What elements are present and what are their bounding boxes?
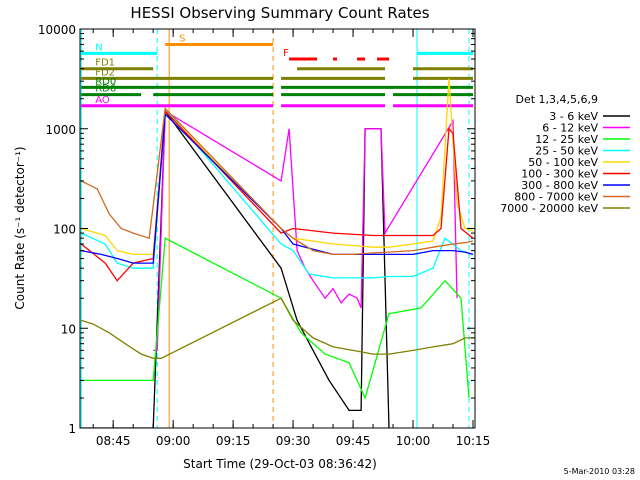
flag-label-fd2: FD2	[95, 67, 115, 78]
legend-label-0: 3 - 6 keV	[549, 110, 598, 123]
flag-label-n: N	[95, 42, 102, 53]
series-line-6	[81, 112, 474, 264]
x-tick-label-6: 10:15	[456, 434, 491, 448]
series-line-4	[81, 78, 474, 256]
legend-label-4: 50 - 100 keV	[528, 156, 598, 169]
flag-label-s: S	[179, 33, 185, 44]
legend-label-8: 7000 - 20000 keV	[500, 202, 598, 215]
x-tick-label-5: 10:00	[396, 434, 431, 448]
series-line-5	[80, 109, 474, 282]
legend-label-5: 100 - 300 keV	[521, 168, 598, 181]
flag-label-f: F	[283, 48, 289, 59]
flag-label-rd0: RD0	[95, 76, 116, 87]
series-line-3	[80, 106, 474, 279]
y-tick-label-2: 100	[53, 223, 76, 237]
legend-label-7: 800 - 7000 keV	[514, 191, 598, 204]
y-tick-label-1: 10	[61, 322, 76, 336]
x-tick-label-0: 08:45	[96, 434, 131, 448]
flag-label-ao: AO	[95, 95, 110, 106]
legend-label-3: 25 - 50 keV	[535, 145, 598, 158]
timestamp: 5-Mar-2010 03:28	[564, 467, 635, 476]
series-lines	[80, 78, 474, 428]
y-tick-label-0: 1	[68, 422, 76, 436]
flag-label-fd1: FD1	[95, 58, 115, 69]
legend-title: Det 1,3,4,5,6,9	[515, 93, 598, 106]
legend-label-1: 6 - 12 keV	[542, 122, 598, 135]
x-axis-label: Start Time (29-Oct-03 08:36:42)	[183, 457, 377, 471]
series-line-8	[81, 297, 473, 359]
y-tick-label-3: 1000	[45, 123, 76, 137]
series-line-7	[80, 106, 474, 256]
x-tick-label-4: 09:45	[336, 434, 371, 448]
legend-label-6: 300 - 800 keV	[521, 179, 598, 192]
y-axis-label: Count Rate (s⁻¹ detector⁻¹)	[13, 146, 27, 309]
y-tick-label-4: 10000	[38, 23, 76, 37]
x-tick-label-2: 09:15	[216, 434, 251, 448]
x-tick-label-1: 09:00	[156, 434, 191, 448]
chart-title: HESSI Observing Summary Count Rates	[130, 4, 429, 22]
legend-label-2: 12 - 25 keV	[535, 133, 598, 146]
series-line-1	[153, 110, 458, 352]
series-line-2	[81, 237, 470, 400]
x-tick-label-3: 09:30	[276, 434, 311, 448]
x-axis-ticks: 08:45 09:00 09:15 09:30 09:45 10:00 10:15	[92, 29, 491, 448]
y-axis-ticks: 1 10 100 1000 10000	[38, 23, 475, 436]
flag-label-rd6: RD6	[95, 84, 116, 95]
